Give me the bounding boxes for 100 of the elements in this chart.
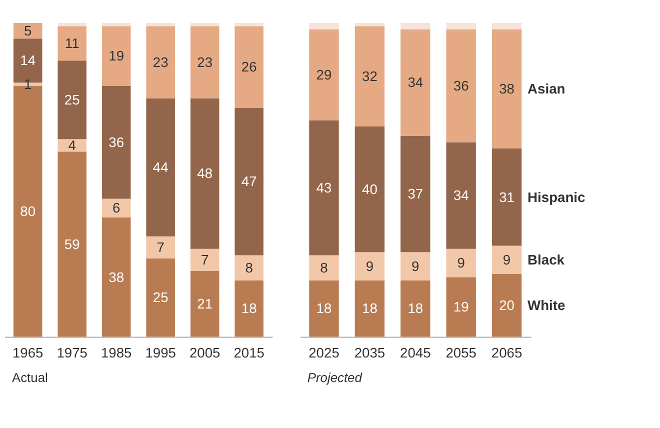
bar [190, 270, 220, 337]
bar [190, 22, 220, 26]
data-label: 44 [152, 158, 169, 175]
bar [400, 22, 430, 30]
data-label: 59 [64, 236, 80, 252]
data-label: 18 [408, 300, 424, 316]
bar [146, 236, 175, 258]
bar [58, 22, 86, 26]
x-tick-label: 2065 [491, 344, 522, 361]
data-label: 9 [457, 254, 466, 271]
data-label: 31 [499, 188, 515, 205]
x-tick-label: 2045 [400, 344, 432, 361]
data-label: 9 [366, 258, 374, 274]
data-label: 7 [200, 252, 209, 268]
data-label: 25 [152, 289, 169, 306]
bar [354, 26, 385, 127]
bar [309, 29, 339, 120]
bar [354, 22, 385, 26]
data-label: 38 [108, 268, 124, 285]
bar [190, 26, 220, 98]
data-label: 4 [68, 136, 76, 153]
bar [146, 22, 175, 26]
data-label: 8 [320, 259, 328, 276]
bar [309, 22, 339, 30]
data-label: 80 [20, 202, 36, 219]
bar [400, 29, 430, 136]
data-label: 25 [64, 91, 80, 108]
bar [146, 258, 175, 337]
bar [190, 248, 220, 271]
bar [309, 120, 339, 256]
bar [492, 246, 522, 274]
bar [58, 152, 86, 337]
bar [13, 22, 42, 39]
data-label: 18 [316, 300, 332, 316]
data-label: 19 [453, 298, 470, 315]
bar [234, 26, 264, 108]
x-tick-label: 2015 [234, 344, 265, 361]
bar [446, 142, 476, 249]
bar [354, 252, 385, 280]
bar [58, 60, 86, 140]
bar [309, 255, 339, 280]
data-label: 34 [453, 187, 470, 204]
bar [102, 198, 131, 218]
data-label: 23 [152, 54, 169, 70]
data-label: 23 [197, 54, 213, 70]
data-label: 38 [499, 80, 515, 96]
bar [492, 148, 522, 246]
x-tick-label: 1975 [56, 344, 88, 361]
x-tick-label: 2005 [189, 344, 221, 361]
text: Projected [307, 370, 363, 386]
bar [102, 22, 131, 26]
data-label: 14 [20, 52, 36, 68]
bar [446, 248, 476, 278]
x-tick-label: 2025 [308, 344, 340, 361]
x-tick-label: 2055 [446, 344, 477, 361]
data-label: 34 [408, 74, 424, 90]
data-label: 20 [499, 297, 515, 314]
data-label: 18 [241, 300, 258, 316]
data-label: 9 [412, 258, 420, 274]
data-label: 9 [502, 252, 511, 268]
bar [234, 108, 264, 256]
series-label: White [528, 297, 566, 314]
bar [492, 274, 522, 337]
x-tick-label: 2035 [354, 344, 386, 361]
data-label: 18 [362, 300, 378, 316]
bar [446, 277, 476, 337]
bar [58, 139, 86, 152]
data-label: 7 [156, 238, 164, 255]
data-label: 21 [197, 295, 213, 312]
bar [354, 126, 385, 252]
series-label: Asian [528, 80, 566, 96]
bar [400, 252, 430, 280]
data-label: 19 [108, 48, 124, 64]
series-label: Black [528, 252, 565, 268]
bar [354, 280, 385, 337]
bar [146, 26, 175, 98]
data-label: 43 [316, 179, 332, 196]
data-label: 11 [64, 34, 80, 51]
series-label: Hispanic [528, 188, 586, 205]
bar [146, 98, 175, 236]
x-tick-label: 1965 [12, 344, 44, 361]
bar [309, 280, 339, 337]
data-label: 40 [362, 180, 378, 197]
x-tick-label: 1985 [100, 344, 132, 361]
bar [400, 136, 430, 252]
bar [234, 22, 264, 26]
data-label: 36 [108, 134, 124, 150]
bar [492, 22, 522, 30]
bar [492, 29, 522, 148]
data-label: 6 [112, 200, 120, 216]
bar [446, 29, 476, 142]
text: Actual [12, 370, 48, 386]
bar [190, 98, 220, 249]
bar [102, 218, 131, 337]
data-label: 29 [316, 66, 332, 82]
bar [58, 26, 86, 61]
data-label: 5 [24, 22, 32, 38]
bar [234, 280, 264, 337]
data-label: 32 [362, 68, 378, 84]
data-label: 47 [241, 173, 257, 190]
